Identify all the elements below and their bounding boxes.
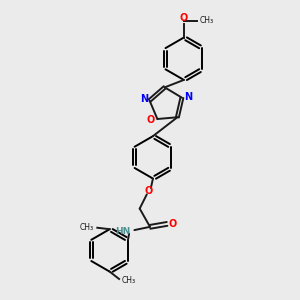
Text: O: O <box>180 13 188 22</box>
Text: CH₃: CH₃ <box>122 276 136 285</box>
Text: N: N <box>140 94 148 104</box>
Text: O: O <box>147 115 155 125</box>
Text: HN: HN <box>116 227 131 236</box>
Text: CH₃: CH₃ <box>199 16 213 25</box>
Text: O: O <box>144 186 153 196</box>
Text: O: O <box>169 219 177 229</box>
Text: CH₃: CH₃ <box>80 223 94 232</box>
Text: N: N <box>184 92 192 101</box>
